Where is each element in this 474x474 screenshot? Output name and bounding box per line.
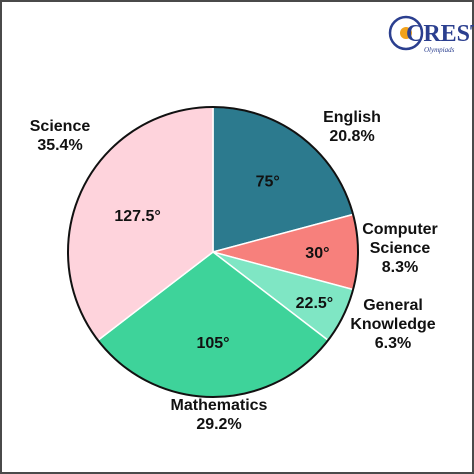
category-label-computer-science: Computer Science 8.3% (362, 221, 438, 276)
category-name-part: English (323, 109, 381, 126)
angle-label-general-knowledge: 22.5° (296, 295, 334, 312)
percent-label: 29.2% (196, 416, 241, 433)
angle-label-science: 127.5° (114, 208, 160, 225)
category-label-science: Science 35.4% (30, 118, 91, 154)
percent-label: 6.3% (375, 335, 411, 352)
category-label-mathematics: Mathematics 29.2% (171, 397, 268, 433)
angle-label-english: 75° (256, 174, 280, 191)
category-label-general-knowledge: General Knowledge 6.3% (350, 297, 435, 352)
category-name-part: Knowledge (350, 316, 435, 333)
category-name-part: General (363, 297, 423, 314)
category-name-part: Science (370, 240, 431, 257)
logo-ring-icon (388, 15, 424, 51)
logo-dot-icon (400, 27, 412, 39)
angle-label-computer-science: 30° (305, 245, 329, 262)
category-name-part: Mathematics (171, 397, 268, 414)
percent-label: 35.4% (37, 137, 82, 154)
crest-logo: CREST Olympiads (388, 15, 474, 54)
category-name-part: Science (30, 118, 91, 135)
logo-text: CREST (406, 21, 474, 47)
slice-category-labels: English 20.8% Computer Science 8.3% General Kn… (30, 109, 438, 433)
pie-slices (67, 106, 359, 398)
logo-subtext: Olympiads (424, 46, 455, 54)
slice-angle-labels: 75° 30° 22.5° 105° 127.5° (114, 174, 333, 352)
category-label-english: English 20.8% (323, 109, 381, 145)
percent-label: 8.3% (382, 259, 418, 276)
category-name-part: Computer (362, 221, 438, 238)
pie-outline (67, 106, 359, 398)
percent-label: 20.8% (329, 128, 374, 145)
angle-label-mathematics: 105° (196, 335, 229, 352)
